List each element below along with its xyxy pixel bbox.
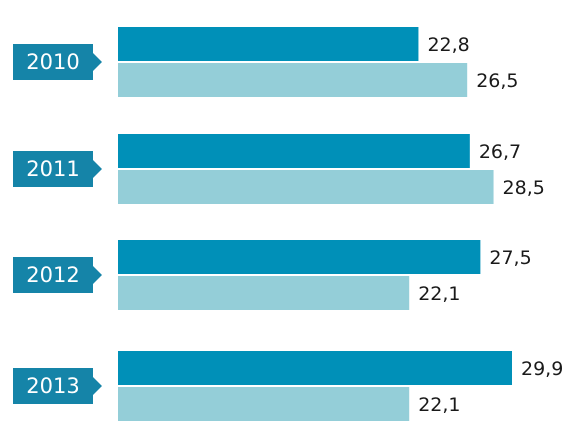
year-label-2013: 2013 [26, 374, 79, 398]
year-label-2011: 2011 [26, 157, 79, 181]
bar-2011-series-2 [118, 170, 494, 204]
value-label-2010-series-2: 26,5 [476, 70, 518, 92]
bar-2012-series-1 [118, 240, 481, 274]
value-label-2013-series-1: 29,9 [521, 358, 563, 380]
year-box-2013 [13, 368, 102, 404]
bar-2011-series-1 [118, 134, 470, 168]
bar-2012-series-2 [118, 276, 410, 310]
year-box-2010 [13, 44, 102, 80]
year-box-2012 [13, 257, 102, 293]
year-box-2011 [13, 151, 102, 187]
value-label-2012-series-2: 22,1 [418, 283, 460, 305]
value-label-2011-series-1: 26,7 [479, 141, 521, 163]
year-label-2012: 2012 [26, 263, 79, 287]
value-label-2011-series-2: 28,5 [503, 177, 545, 199]
bar-2010-series-2 [118, 63, 468, 97]
value-label-2013-series-2: 22,1 [418, 394, 460, 416]
value-label-2012-series-1: 27,5 [489, 247, 531, 269]
bar-2013-series-2 [118, 387, 410, 421]
bar-2010-series-1 [118, 27, 419, 61]
bar-2013-series-1 [118, 351, 512, 385]
year-label-2010: 2010 [26, 50, 79, 74]
value-label-2010-series-1: 22,8 [427, 34, 469, 56]
